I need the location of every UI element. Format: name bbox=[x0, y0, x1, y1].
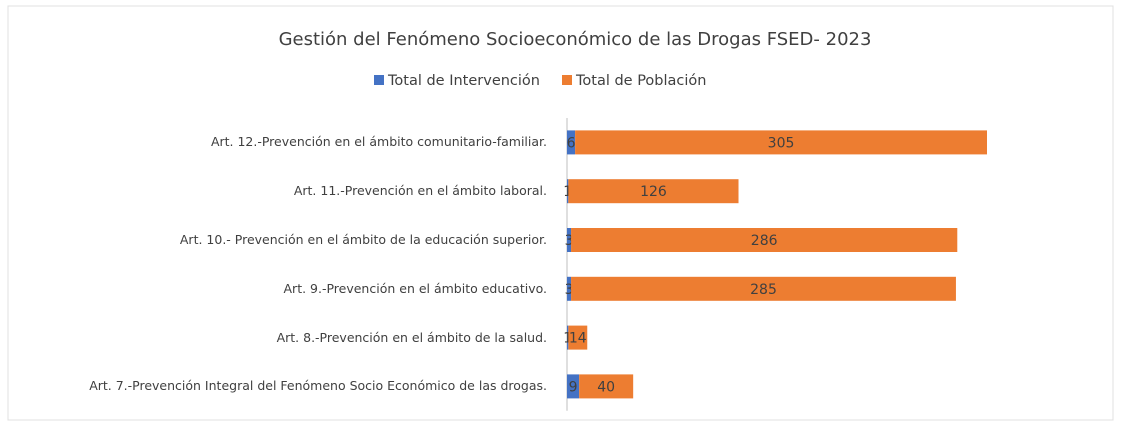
legend-swatch bbox=[374, 75, 384, 85]
chart-title: Gestión del Fenómeno Socioeconómico de l… bbox=[279, 29, 872, 50]
data-label: 286 bbox=[751, 233, 778, 249]
data-label: 285 bbox=[750, 282, 777, 298]
y-tick-label: Art. 11.-Prevención en el ámbito laboral… bbox=[293, 183, 547, 199]
data-label: 305 bbox=[768, 135, 795, 151]
bar bbox=[567, 228, 572, 252]
bar bbox=[567, 130, 576, 155]
y-tick-label: Art. 9.-Prevención en el ámbito educativ… bbox=[283, 280, 548, 296]
data-label: 3 bbox=[565, 233, 574, 249]
bar bbox=[568, 325, 588, 350]
bar bbox=[571, 228, 958, 252]
y-tick-label: Art. 7.-Prevención Integral del Fenómeno… bbox=[89, 378, 547, 394]
bar bbox=[567, 276, 572, 301]
y-tick-label: Art. 12.-Prevención en el ámbito comunit… bbox=[210, 134, 547, 150]
data-label: 126 bbox=[640, 184, 667, 200]
bar bbox=[579, 374, 634, 399]
data-label: 14 bbox=[569, 331, 587, 347]
data-label: 1 bbox=[563, 184, 572, 200]
chart-frame bbox=[7, 5, 1114, 421]
legend-label: Total de Intervención bbox=[387, 73, 540, 89]
data-label: 6 bbox=[567, 135, 576, 151]
y-tick-label: Art. 8.-Prevención en el ámbito de la sa… bbox=[276, 329, 547, 345]
data-label: 1 bbox=[563, 331, 572, 347]
bar bbox=[568, 179, 739, 204]
legend-label: Total de Población bbox=[575, 73, 707, 89]
data-label: 40 bbox=[597, 379, 615, 395]
bar bbox=[567, 374, 580, 399]
data-label: 9 bbox=[569, 379, 578, 395]
y-tick-label: Art. 10.- Prevención en el ámbito de la … bbox=[179, 232, 547, 247]
bar bbox=[567, 179, 569, 204]
legend-swatch bbox=[562, 75, 572, 85]
bar bbox=[567, 325, 569, 350]
bar bbox=[571, 276, 956, 301]
data-label: 3 bbox=[565, 282, 574, 298]
bar bbox=[575, 130, 987, 155]
